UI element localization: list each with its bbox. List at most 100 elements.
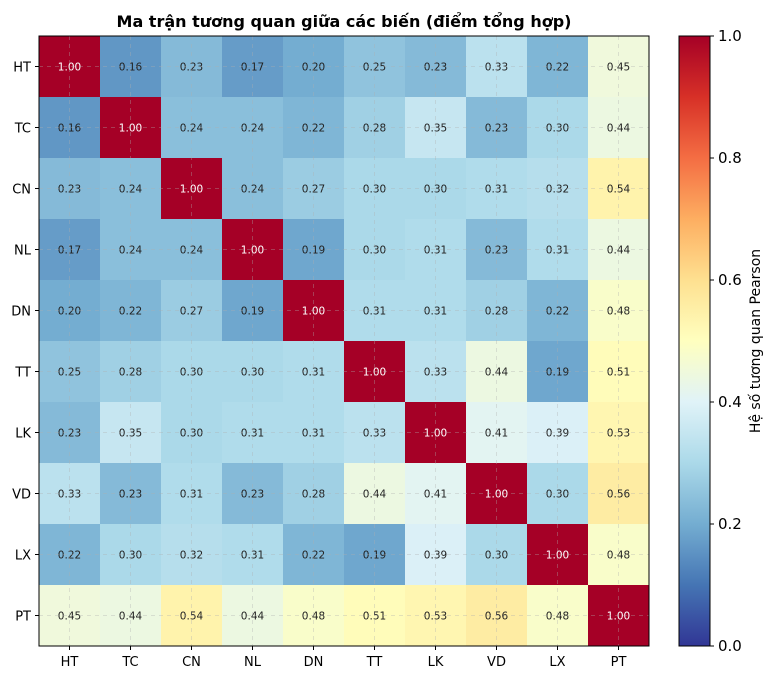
heatmap-cell <box>100 219 162 281</box>
heatmap-cell <box>39 585 101 647</box>
heatmap-cell <box>527 219 589 281</box>
heatmap-cell <box>466 524 528 586</box>
cell-value-label: 0.20 <box>58 306 81 318</box>
plot-frame <box>38 35 650 647</box>
heatmap-cell <box>344 158 406 220</box>
cell-value-label: 0.30 <box>485 550 508 562</box>
cell-value-label: 0.30 <box>424 184 447 196</box>
cell-value-label: 0.39 <box>424 550 447 562</box>
cell-value-label: 0.27 <box>180 306 203 318</box>
heatmap-cell <box>283 97 345 159</box>
heatmap-cell <box>405 219 467 281</box>
x-tick-label: VD <box>487 655 506 670</box>
heatmap-cell <box>283 585 345 647</box>
heatmap-cell <box>39 463 101 525</box>
colorbar-bar <box>678 35 711 647</box>
cell-value-label: 1.00 <box>363 367 386 379</box>
cell-value-label: 0.30 <box>180 367 203 379</box>
cell-value-label: 0.44 <box>119 611 143 623</box>
heatmap-cell <box>588 97 650 159</box>
cell-value-label: 0.30 <box>119 550 142 562</box>
y-tick-label: LX <box>15 549 31 564</box>
colorbar-label: Hệ số tương quan Pearson <box>747 249 764 433</box>
cell-value-label: 0.51 <box>363 611 386 623</box>
heatmap-cell <box>222 97 284 159</box>
colorbar-tick-label: 0.6 <box>718 271 742 289</box>
heatmap-cell <box>527 463 589 525</box>
heatmap-cell <box>405 402 467 464</box>
cell-value-label: 0.30 <box>363 245 386 257</box>
cell-value-label: 0.28 <box>302 489 325 501</box>
cell-value-label: 0.41 <box>424 489 447 501</box>
cell-value-label: 0.19 <box>546 367 569 379</box>
cell-value-label: 0.35 <box>119 428 142 440</box>
heatmap-cell <box>222 524 284 586</box>
cell-value-label: 0.54 <box>180 611 204 623</box>
cell-value-label: 1.00 <box>58 62 81 74</box>
heatmap-cell <box>344 219 406 281</box>
cell-value-label: 1.00 <box>485 489 508 501</box>
heatmap-cell <box>39 36 101 98</box>
heatmap-cell <box>39 524 101 586</box>
cell-value-label: 0.24 <box>119 184 143 196</box>
chart-title: Ma trận tương quan giữa các biến (điểm t… <box>117 12 572 31</box>
heatmap-cell <box>161 219 223 281</box>
heatmap-cell <box>100 36 162 98</box>
colorbar-tick-label: 0.4 <box>718 393 742 411</box>
heatmap-cell <box>405 36 467 98</box>
cell-value-label: 0.25 <box>363 62 386 74</box>
heatmap-cell <box>283 402 345 464</box>
cell-value-label: 0.56 <box>485 611 509 623</box>
cell-value-label: 0.24 <box>119 245 143 257</box>
heatmap-cell <box>405 158 467 220</box>
cell-value-label: 0.28 <box>485 306 508 318</box>
cell-value-label: 0.23 <box>485 245 508 257</box>
heatmap-cell <box>100 280 162 342</box>
heatmap-cell <box>222 585 284 647</box>
y-axis-ticks: HT TC CN NL DN TT LK VD LX PT <box>11 61 39 625</box>
cell-value-label: 0.23 <box>180 62 203 74</box>
cell-value-label: 0.44 <box>607 245 631 257</box>
heatmap-cell <box>161 36 223 98</box>
cell-value-label: 0.28 <box>119 367 142 379</box>
cell-value-label: 0.31 <box>363 306 386 318</box>
cell-value-label: 0.35 <box>424 123 447 135</box>
heatmap-cell <box>588 402 650 464</box>
cell-value-label: 0.30 <box>546 123 569 135</box>
heatmap-cell <box>344 36 406 98</box>
heatmap-cell <box>527 280 589 342</box>
heatmap-cell <box>100 158 162 220</box>
cell-value-label: 0.23 <box>485 123 508 135</box>
heatmap-cell <box>161 280 223 342</box>
cell-value-label: 0.30 <box>241 367 264 379</box>
cell-value-label: 0.33 <box>58 489 81 501</box>
x-tick-label: DN <box>304 655 324 670</box>
cell-value-label: 0.19 <box>363 550 386 562</box>
cell-value-label: 0.54 <box>607 184 631 196</box>
cell-value-label: 0.23 <box>119 489 142 501</box>
cell-value-label: 0.44 <box>241 611 265 623</box>
heatmap-cell <box>283 524 345 586</box>
heatmap-cell <box>283 463 345 525</box>
x-tick-label: TC <box>121 655 138 670</box>
cell-value-label: 0.23 <box>58 184 81 196</box>
cell-value-label: 0.56 <box>607 489 631 501</box>
y-tick-label: PT <box>15 610 31 625</box>
heatmap-cell <box>405 524 467 586</box>
y-tick-label: LK <box>15 427 31 442</box>
heatmap-cell <box>39 402 101 464</box>
heatmap-cell <box>222 219 284 281</box>
y-tick-label: CN <box>12 183 31 198</box>
x-tick-label: LX <box>549 655 565 670</box>
heatmap-cell <box>527 158 589 220</box>
cell-value-label: 0.28 <box>363 123 386 135</box>
heatmap-cell <box>466 280 528 342</box>
cell-value-label: 0.45 <box>58 611 81 623</box>
cell-value-label: 0.24 <box>180 245 204 257</box>
cell-value-label: 0.24 <box>241 184 265 196</box>
y-tick-label: HT <box>13 61 31 76</box>
cell-value-label: 0.30 <box>363 184 386 196</box>
heatmap-cell <box>283 219 345 281</box>
heatmap-cell <box>527 524 589 586</box>
